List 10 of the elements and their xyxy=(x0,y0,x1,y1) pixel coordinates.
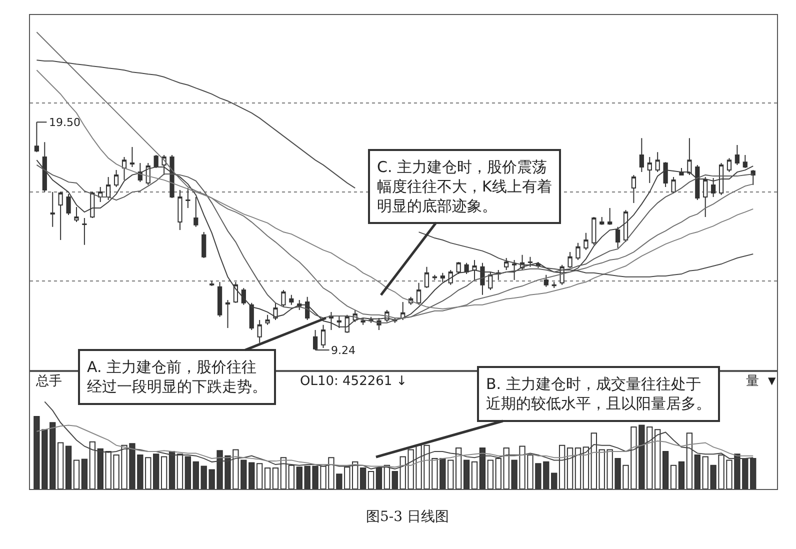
annotation: A. 主力建仓前，股价往往经过一段明显的下跌走势。 xyxy=(87,358,267,396)
text: 总手 xyxy=(35,374,62,389)
annotation: 9.24 xyxy=(331,344,356,357)
annotation: C. 主力建仓时，股价震荡幅度往往不大，K线上有着明显的底部迹象。 xyxy=(377,158,552,215)
text: 量 xyxy=(746,374,759,389)
text: OL10: 452261 ↓ xyxy=(300,374,408,389)
text: ▼ xyxy=(768,376,776,387)
annotation: 19.50 xyxy=(49,116,80,129)
annotation: B. 主力建仓时，成交量往往处于近期的较低水平，且以阳量居多。 xyxy=(486,375,711,412)
caption: 图5-3 日线图 xyxy=(366,509,449,525)
